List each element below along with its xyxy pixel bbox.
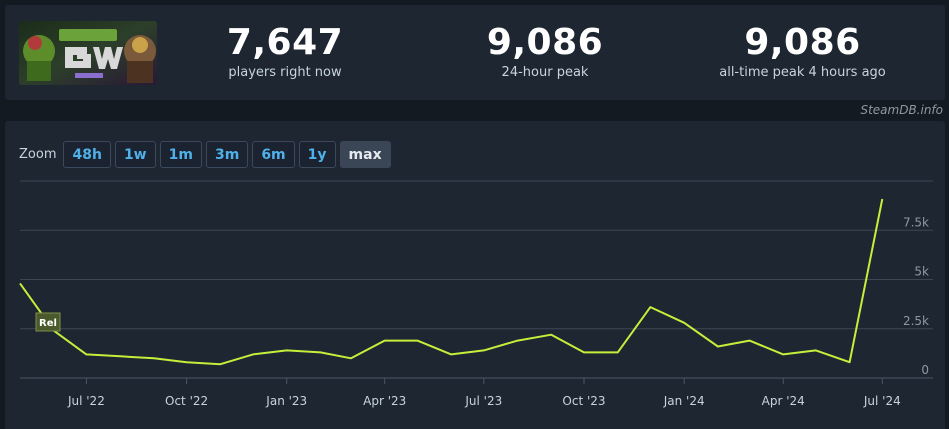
stats-header: 7,647 players right now 9,086 24-hour pe… (5, 5, 945, 100)
player-count-chart: 0 2.5k 5k 7.5k Jul '22 Oct '22 Jan '23 Apr '23 J… (19, 180, 933, 408)
release-marker (35, 312, 61, 332)
current-players-value: 7,647 (226, 22, 344, 63)
series-line (19, 198, 884, 366)
zoom-1y-button[interactable]: 1y (298, 141, 336, 168)
x-tick-label: Apr '24 (762, 394, 805, 408)
steamdb-credit[interactable]: SteamDB.info (860, 103, 943, 117)
all-time-peak-stat: 9,086 all-time peak 4 hours ago (710, 23, 895, 83)
peak-24h-label: 24-hour peak (501, 65, 589, 80)
x-tick-label: Jan '24 (663, 394, 705, 408)
zoom-48h-button[interactable]: 48h (63, 141, 111, 168)
zoom-3m-button[interactable]: 3m (205, 141, 249, 168)
zoom-controls: Zoom 48h 1w 1m 3m 6m 1y max (19, 140, 395, 169)
zoom-6m-button[interactable]: 6m (252, 141, 295, 168)
y-tick-label: 2.5k (903, 314, 929, 328)
y-tick-label: 0 (921, 363, 929, 377)
current-players-stat: 7,647 players right now (195, 23, 375, 83)
zoom-label: Zoom (19, 147, 57, 162)
y-tick-label: 5k (914, 265, 929, 279)
x-tick-label: Jul '24 (863, 394, 901, 408)
x-tick-label: Jan '23 (265, 394, 307, 408)
zoom-1w-button[interactable]: 1w (114, 141, 156, 168)
current-players-label: players right now (228, 65, 342, 80)
release-marker-label: Rel (39, 318, 57, 329)
all-time-peak-value: 9,086 (744, 22, 861, 63)
y-tick-label: 7.5k (903, 215, 929, 229)
all-time-peak-label: all-time peak 4 hours ago (719, 65, 886, 80)
chart-panel: 0 2.5k 5k 7.5k Jul '22 Oct '22 Jan '23 Apr '23 J… (5, 121, 945, 429)
peak-24h-value: 9,086 (486, 22, 604, 63)
zoom-max-button[interactable]: max (339, 141, 391, 168)
x-tick-label: Jul '22 (67, 394, 105, 408)
x-tick-label: Oct '22 (165, 394, 208, 408)
peak-24h-stat: 9,086 24-hour peak (455, 23, 635, 83)
game-capsule-image[interactable] (19, 21, 157, 85)
game-art-icon (19, 21, 157, 85)
zoom-1m-button[interactable]: 1m (159, 141, 202, 168)
x-tick-label: Apr '23 (363, 394, 406, 408)
x-tick-label: Jul '23 (464, 394, 502, 408)
x-tick-label: Oct '23 (562, 394, 605, 408)
